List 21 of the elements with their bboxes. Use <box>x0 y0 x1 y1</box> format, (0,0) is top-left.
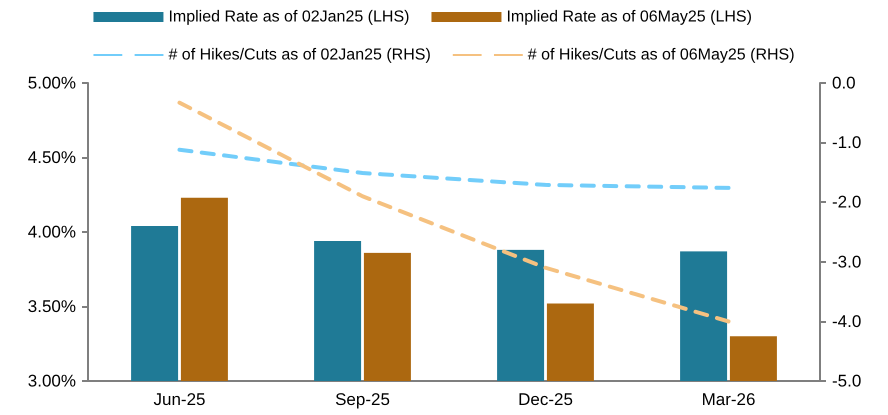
legend-label: Implied Rate as of 02Jan25 (LHS) <box>168 8 410 26</box>
legend-label: # of Hikes/Cuts as of 02Jan25 (RHS) <box>168 46 431 64</box>
y-tick-label: 4.00% <box>28 222 76 242</box>
y2-tick-label: -2.0 <box>832 192 862 212</box>
line-series <box>178 100 730 324</box>
x-tick-label: Jun-25 <box>154 390 206 409</box>
y-tick-label: 3.50% <box>28 297 76 316</box>
y-tick-label: 3.00% <box>28 372 76 390</box>
y2-tick-label: 0.0 <box>832 74 856 92</box>
x-tick-label: Dec-25 <box>518 390 573 409</box>
y-tick-label: 5.00% <box>28 74 76 92</box>
x-tick-label: Mar-26 <box>702 390 756 409</box>
y-tick-label: 4.50% <box>28 148 76 167</box>
y2-tick-label: -3.0 <box>832 252 862 272</box>
y2-tick-label: -1.0 <box>832 133 862 152</box>
y2-tick-label: -5.0 <box>832 372 862 390</box>
legend-label: # of Hikes/Cuts as of 06May25 (RHS) <box>528 46 795 64</box>
x-tick-label: Sep-25 <box>335 390 390 409</box>
legend-label: Implied Rate as of 06May25 (LHS) <box>506 8 752 26</box>
y2-tick-label: -4.0 <box>832 312 862 331</box>
line-series <box>178 148 730 190</box>
